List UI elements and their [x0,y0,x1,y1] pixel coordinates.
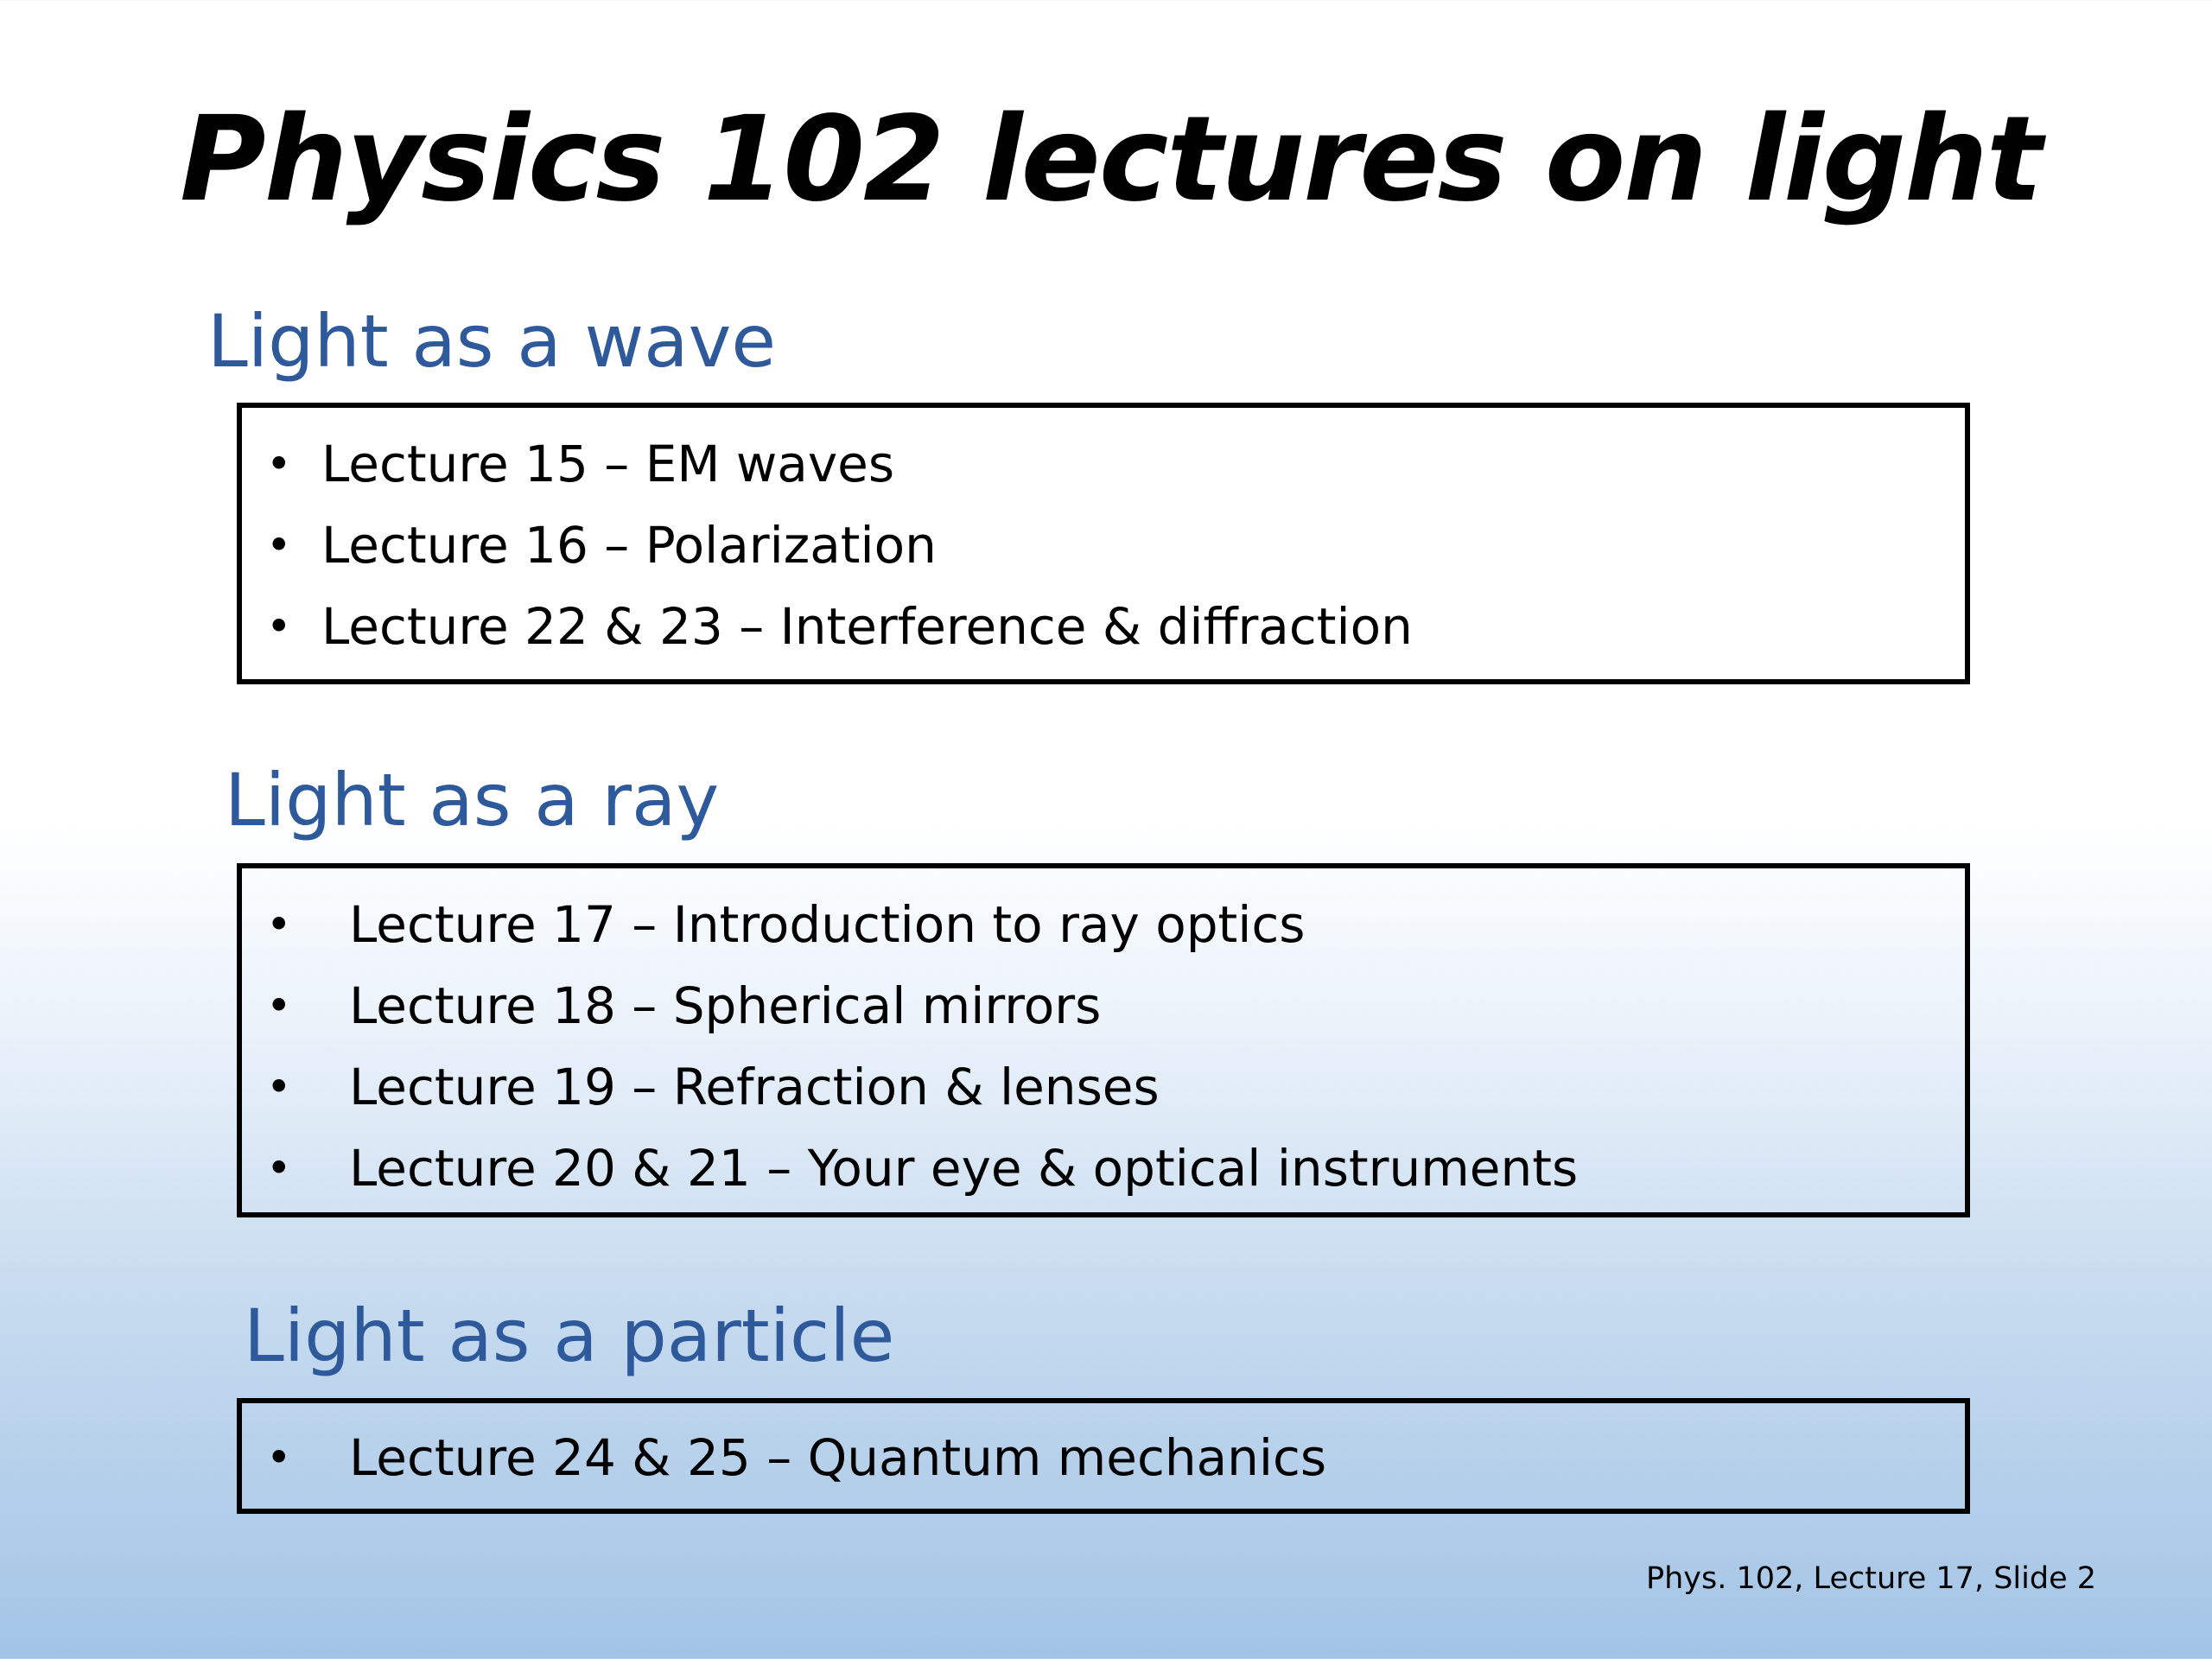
bullet-icon: • [266,1433,292,1483]
slide-title: Physics 102 lectures on light [180,92,2043,228]
ray-lectures-box: • Lecture 17 – Introduction to ray optic… [237,863,1970,1217]
slide-footer: Phys. 102, Lecture 17, Slide 2 [1646,1561,2096,1596]
bullet-icon: • [266,1062,292,1112]
section-heading-particle: Light as a particle [244,1294,895,1378]
bullet-icon: • [266,981,292,1031]
bullet-icon: • [266,601,292,652]
particle-lectures-box: • Lecture 24 & 25 – Quantum mechanics [237,1398,1970,1514]
section-heading-wave: Light as a wave [207,299,777,384]
section-heading-ray: Light as a ray [225,758,720,842]
bullet-icon: • [266,899,292,950]
bullet-icon: • [266,439,292,489]
wave-lectures-box: • Lecture 15 – EM waves • Lecture 16 – P… [237,403,1970,684]
bullet-icon: • [266,520,292,570]
bullet-icon: • [266,1143,292,1193]
